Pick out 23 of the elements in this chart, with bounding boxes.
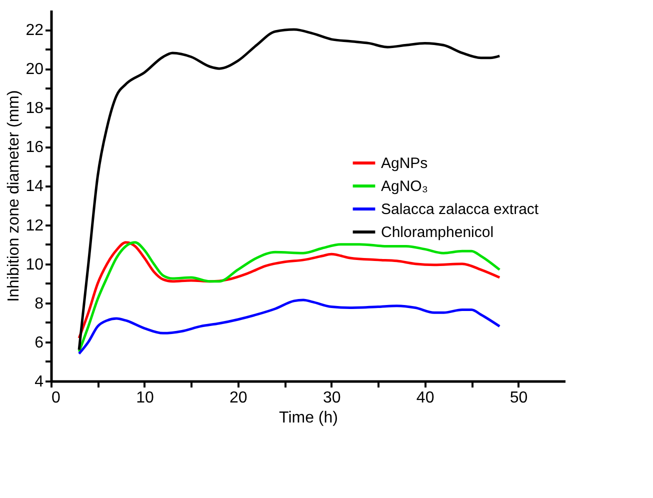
x-tick-label: 10	[136, 390, 154, 406]
legend-label: Chloramphenicol	[381, 224, 494, 241]
y-tick-label: 4	[34, 374, 44, 390]
x-tick-label: 40	[416, 390, 434, 406]
x-tick-label: 0	[52, 390, 60, 406]
legend-label: AgNPs	[381, 155, 428, 172]
y-axis-title: Inhibition zone diameter (mm)	[6, 90, 23, 302]
y-tick-label: 16	[26, 139, 44, 156]
y-tick-label: 10	[26, 256, 44, 274]
x-tick-label: 30	[322, 390, 341, 406]
y-tick-label: 14	[26, 178, 44, 196]
y-tick-label: 20	[26, 61, 44, 78]
y-tick-label: 18	[26, 100, 44, 118]
x-tick-label: 50	[510, 390, 528, 406]
line-series	[78, 298, 501, 355]
legend-label: Salacca zalacca extract	[381, 201, 540, 218]
y-tick-label: 6	[34, 334, 44, 352]
legend-label: AgNO₃	[381, 178, 428, 195]
y-tick-label: 8	[34, 295, 44, 312]
y-tick-label: 22	[26, 22, 44, 40]
y-tick-label: 12	[26, 217, 44, 234]
x-tick-label: 20	[230, 390, 248, 406]
x-axis-title: Time (h)	[279, 410, 338, 426]
